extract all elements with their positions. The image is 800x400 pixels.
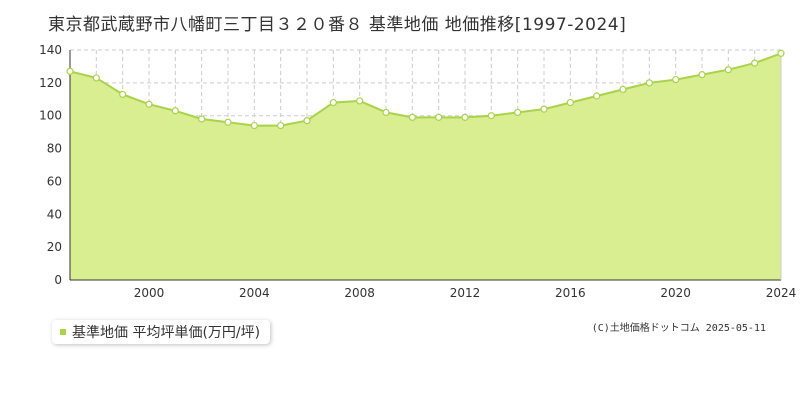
y-tick-label: 140 (39, 43, 62, 57)
data-point-2012[interactable] (461, 113, 469, 121)
y-tick-label: 40 (47, 207, 62, 221)
copyright-text: (C)土地価格ドットコム 2025-05-11 (591, 323, 766, 334)
y-tick-label: 60 (47, 174, 62, 188)
x-tick-label: 2024 (766, 286, 797, 300)
data-point-2021[interactable] (698, 71, 706, 79)
data-point-2017[interactable] (593, 92, 601, 100)
axis-layer (69, 50, 782, 281)
x-tick-label: 2016 (555, 286, 586, 300)
data-point-1999[interactable] (119, 90, 127, 98)
data-point-2024[interactable] (777, 49, 785, 57)
legend-label: 基準地価 平均坪単価(万円/坪) (72, 325, 261, 341)
data-point-2023[interactable] (751, 59, 759, 67)
chart-title: 東京都武蔵野市八幡町三丁目３２０番８ 基準地価 地価推移[1997-2024] (48, 15, 627, 35)
x-tick-label: 2020 (660, 286, 691, 300)
data-point-2005[interactable] (277, 121, 285, 130)
legend: 基準地価 平均坪単価(万円/坪) (52, 320, 271, 344)
x-tick-label: 2004 (239, 286, 270, 300)
data-point-1998[interactable] (92, 74, 100, 82)
y-tick-label: 120 (39, 76, 62, 90)
x-tick-label: 2000 (134, 286, 165, 300)
x-tick-label: 2008 (344, 286, 375, 300)
data-point-2013[interactable] (487, 112, 495, 120)
data-point-1997[interactable] (66, 67, 74, 75)
data-point-2014[interactable] (514, 108, 522, 117)
x-tick-label: 2012 (450, 286, 481, 300)
data-point-2007[interactable] (329, 98, 337, 107)
tick-labels: 0 20 40 60 80 100 120 140 2000 2004 2008 2012 2016 20… (39, 43, 796, 300)
data-point-2002[interactable] (198, 115, 206, 123)
points-layer (66, 49, 785, 130)
y-tick-label: 0 (54, 273, 62, 287)
y-tick-label: 20 (47, 240, 62, 254)
data-point-2018[interactable] (619, 85, 627, 94)
data-point-2010[interactable] (408, 113, 416, 121)
data-point-2020[interactable] (672, 75, 680, 84)
price-area-fill (70, 53, 781, 280)
legend-swatch (60, 329, 66, 335)
price-line (69, 52, 782, 127)
data-point-2008[interactable] (356, 97, 364, 105)
y-tick-label: 100 (39, 109, 62, 123)
data-point-2003[interactable] (224, 118, 232, 126)
data-point-2022[interactable] (724, 66, 732, 74)
data-point-2016[interactable] (566, 98, 574, 107)
y-tick-label: 80 (47, 142, 62, 156)
data-point-2011[interactable] (435, 113, 443, 121)
data-point-2000[interactable] (145, 100, 153, 108)
data-point-2006[interactable] (303, 117, 311, 125)
data-point-2015[interactable] (540, 105, 548, 113)
data-point-2004[interactable] (250, 121, 258, 130)
data-point-2019[interactable] (645, 79, 653, 87)
data-point-2009[interactable] (382, 108, 390, 117)
data-point-2001[interactable] (171, 107, 179, 115)
